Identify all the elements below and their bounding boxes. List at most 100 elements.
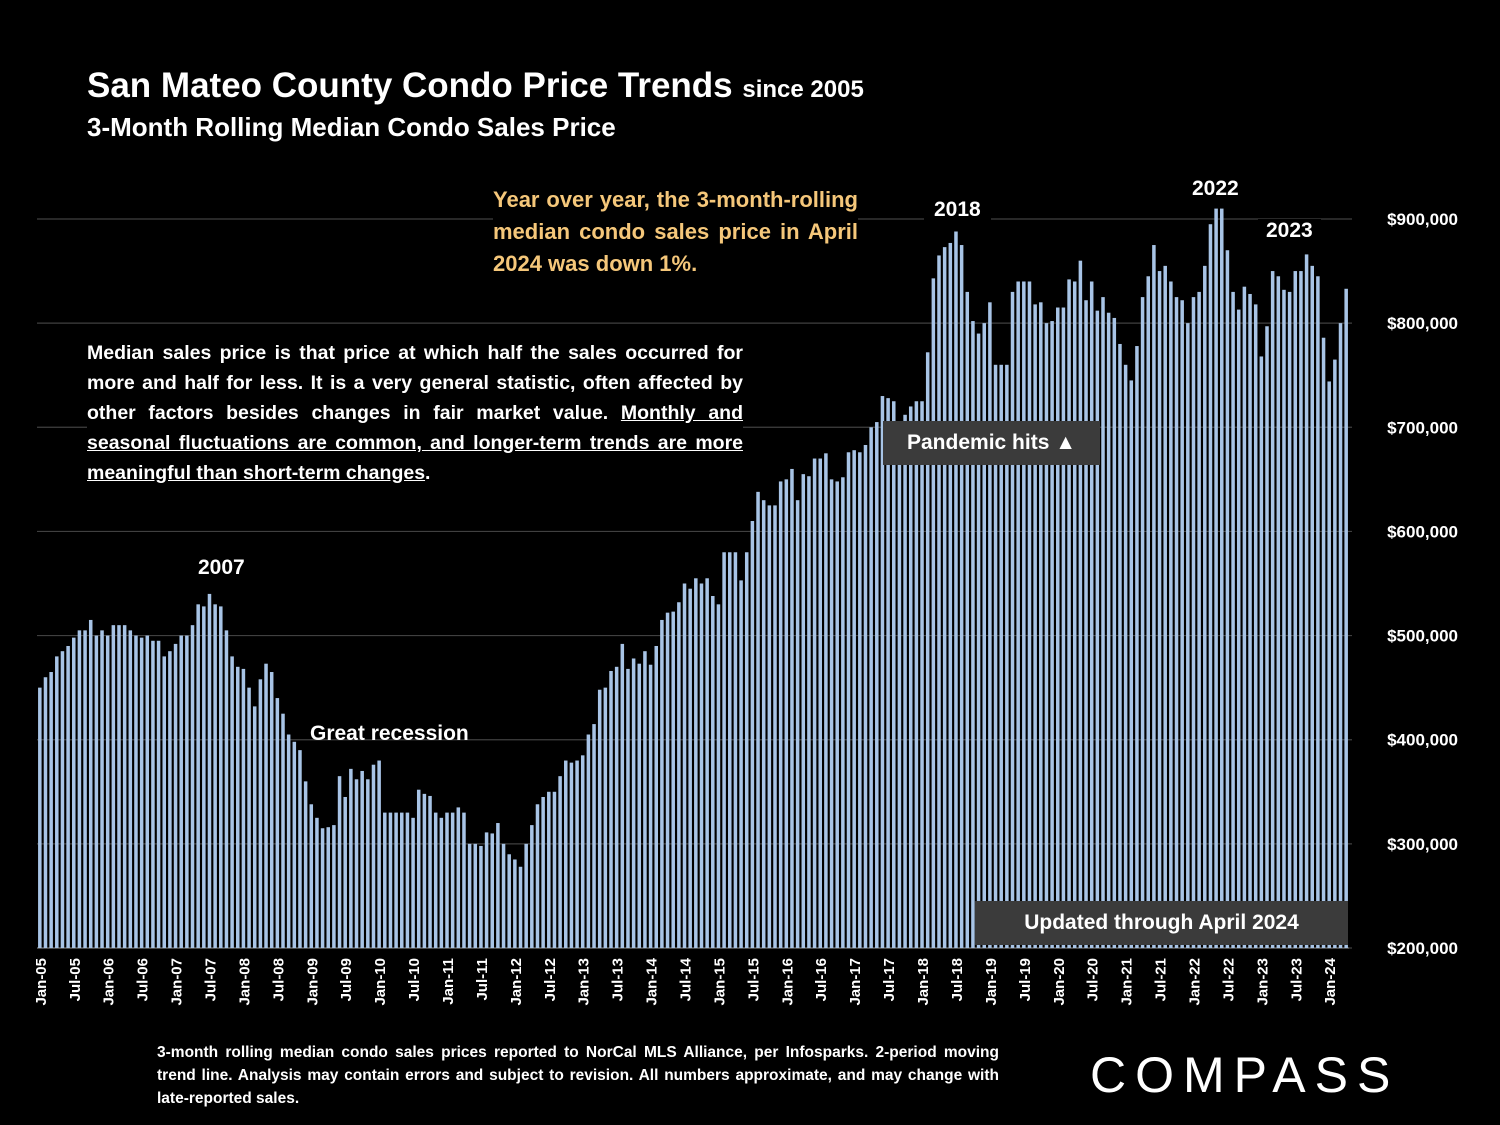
bar [383,812,387,948]
x-tick-label: Jan-15 [711,958,728,1006]
bar [394,812,398,948]
bar [1338,323,1343,948]
bar [1214,208,1218,949]
bar [614,666,619,948]
bar [1140,297,1145,948]
bar [1321,337,1326,949]
bar [937,255,941,948]
bar [507,854,511,948]
x-tick-label: Jul-11 [474,958,491,1001]
label-great-recession: Great recession [310,722,469,745]
x-axis-ticks: Jan-05 Jul-05 Jan-06 Jul-06 Jan-07 Jul-07 Jan-… [33,957,1339,1005]
bar [462,812,466,948]
x-tick-label: Jan-08 [236,958,253,1006]
label-2007: 2007 [198,556,245,579]
compass-logo: COMPASS [1090,1047,1400,1103]
bar [111,625,116,948]
bar [439,817,444,948]
bar [880,396,885,948]
y-tick-label: $700,000 [1387,418,1458,437]
bar [959,245,964,949]
x-tick-label: Jul-05 [67,958,84,1001]
bar [100,630,104,948]
bar [711,596,715,948]
note-end: . [425,462,431,484]
bar [66,645,70,948]
x-tick-label: Jul-15 [745,958,762,1001]
bar [1253,304,1258,948]
y-tick-label: $600,000 [1387,522,1458,541]
bar [360,770,364,948]
bar [547,791,551,948]
bar [648,664,653,948]
bar [569,762,574,948]
x-tick-label: Jan-17 [847,958,864,1006]
bar [699,583,704,948]
x-tick-label: Jan-14 [644,957,661,1005]
bar [597,689,602,948]
bar [264,663,268,948]
bar [739,580,743,948]
x-tick-label: Jul-21 [1153,958,1170,1001]
bar [55,656,59,948]
bar [496,823,500,948]
y-axis-ticks: $200,000 $300,000 $400,000 $500,000 $600,000… [1387,210,1458,958]
bar [620,643,625,948]
bar [829,479,834,948]
bar [1242,286,1247,948]
bar [1101,297,1105,948]
bar [790,468,794,948]
bar [1220,208,1224,949]
bar [920,401,924,948]
bar [433,812,438,948]
bar [275,698,280,948]
x-tick-label: Jan-07 [169,958,186,1006]
updated-through-label: Updated through April 2024 [975,901,1348,945]
bar [236,666,240,948]
label-2023: 2023 [1258,219,1321,243]
bar [400,812,404,948]
bar [558,776,562,948]
bar [1089,281,1094,948]
bar [1174,297,1179,948]
bar [767,505,772,948]
pandemic-hits-label: Pandemic hits ▲ [883,421,1100,465]
bar [484,832,489,948]
x-tick-label: Jan-12 [508,958,525,1006]
x-tick-label: Jan-22 [1186,958,1203,1006]
bar [445,812,449,948]
y-tick-label: $300,000 [1387,835,1458,854]
x-tick-label: Jan-16 [779,958,796,1006]
y-tick-label: $200,000 [1387,939,1458,958]
x-tick-label: Jan-21 [1119,958,1136,1006]
x-tick-label: Jan-20 [1051,958,1068,1006]
x-tick-label: Jul-14 [678,957,695,1001]
bar [292,741,297,948]
bar [490,833,494,948]
bar [1050,321,1054,948]
bar [105,635,110,948]
bar [1270,271,1275,948]
y-tick-label: $500,000 [1387,627,1458,646]
median-note: Median sales price is that price at whic… [87,338,743,492]
bar [750,521,755,948]
bar [1016,281,1020,948]
bar [858,452,862,948]
bar [931,278,936,948]
bar [1135,346,1139,948]
bar [349,768,353,948]
bar [637,663,642,948]
bar [1078,260,1083,948]
bar [207,593,212,948]
bar [388,812,393,948]
bar [795,500,800,948]
x-tick-label: Jul-18 [949,958,966,1001]
x-tick-label: Jan-24 [1322,957,1339,1005]
bar [422,793,427,948]
x-tick-label: Jan-10 [372,958,389,1006]
chart-subtitle: 3-Month Rolling Median Condo Sales Price [87,112,616,142]
bar [173,643,178,948]
bar [812,458,817,948]
bar [179,635,183,948]
bar [716,604,721,948]
